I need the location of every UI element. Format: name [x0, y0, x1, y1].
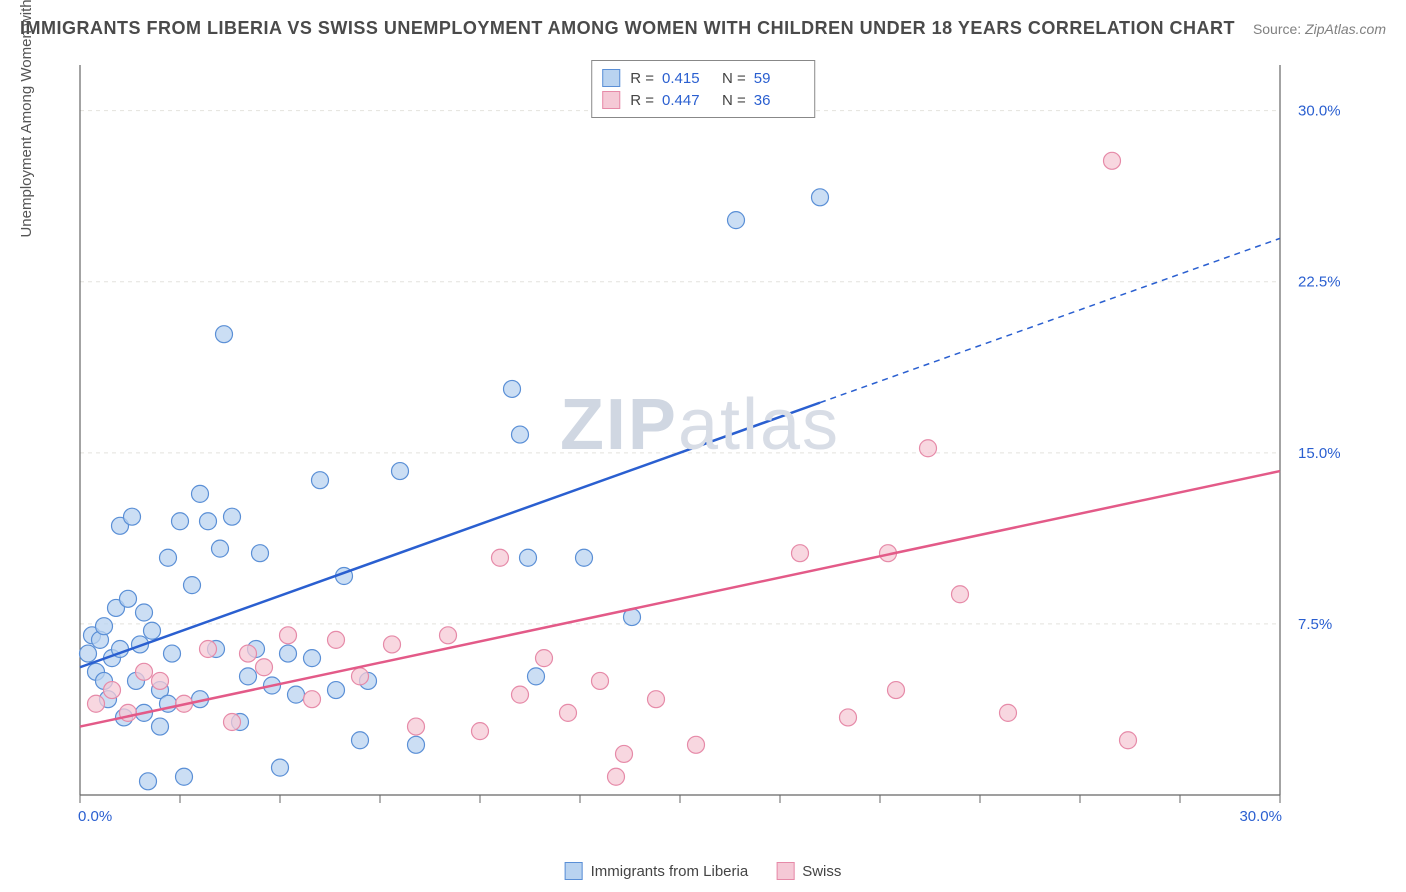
r-value-liberia: 0.415	[662, 70, 712, 87]
chart-area: 15.0%30.0%7.5%22.5%0.0%30.0% ZIPatlas	[60, 55, 1340, 825]
svg-text:30.0%: 30.0%	[1239, 808, 1282, 825]
swatch-swiss	[602, 91, 620, 109]
legend-row-liberia: R = 0.415 N = 59	[602, 67, 804, 89]
r-value-swiss: 0.447	[662, 92, 712, 109]
series-legend: Immigrants from Liberia Swiss	[565, 862, 842, 880]
scatter-chart: 15.0% 30.0% 7.5% 22.5% 0.0% 30.0%	[60, 55, 1340, 825]
svg-text:30.0%: 30.0%	[1298, 103, 1340, 120]
legend-item-liberia: Immigrants from Liberia	[565, 862, 749, 880]
svg-text:22.5%: 22.5%	[1298, 274, 1340, 291]
chart-title: IMMIGRANTS FROM LIBERIA VS SWISS UNEMPLO…	[20, 18, 1235, 39]
swatch-liberia	[565, 862, 583, 880]
legend-item-swiss: Swiss	[776, 862, 841, 880]
svg-text:7.5%: 7.5%	[1298, 616, 1332, 633]
chart-header: IMMIGRANTS FROM LIBERIA VS SWISS UNEMPLO…	[20, 18, 1386, 39]
legend-label-swiss: Swiss	[802, 863, 841, 880]
n-label: N =	[722, 70, 746, 87]
source-value: ZipAtlas.com	[1305, 21, 1386, 37]
legend-label-liberia: Immigrants from Liberia	[591, 863, 749, 880]
svg-text:0.0%: 0.0%	[78, 808, 112, 825]
n-label: N =	[722, 92, 746, 109]
legend-row-swiss: R = 0.447 N = 36	[602, 89, 804, 111]
r-label: R =	[630, 70, 654, 87]
n-value-swiss: 36	[754, 92, 804, 109]
source-label: Source:	[1253, 21, 1301, 37]
n-value-liberia: 59	[754, 70, 804, 87]
swatch-swiss	[776, 862, 794, 880]
correlation-legend: R = 0.415 N = 59 R = 0.447 N = 36	[591, 60, 815, 118]
r-label: R =	[630, 92, 654, 109]
y-axis-label: Unemployment Among Women with Children U…	[18, 0, 35, 238]
svg-text:15.0%: 15.0%	[1298, 445, 1340, 462]
swatch-liberia	[602, 69, 620, 87]
source-attribution: Source: ZipAtlas.com	[1253, 21, 1386, 37]
